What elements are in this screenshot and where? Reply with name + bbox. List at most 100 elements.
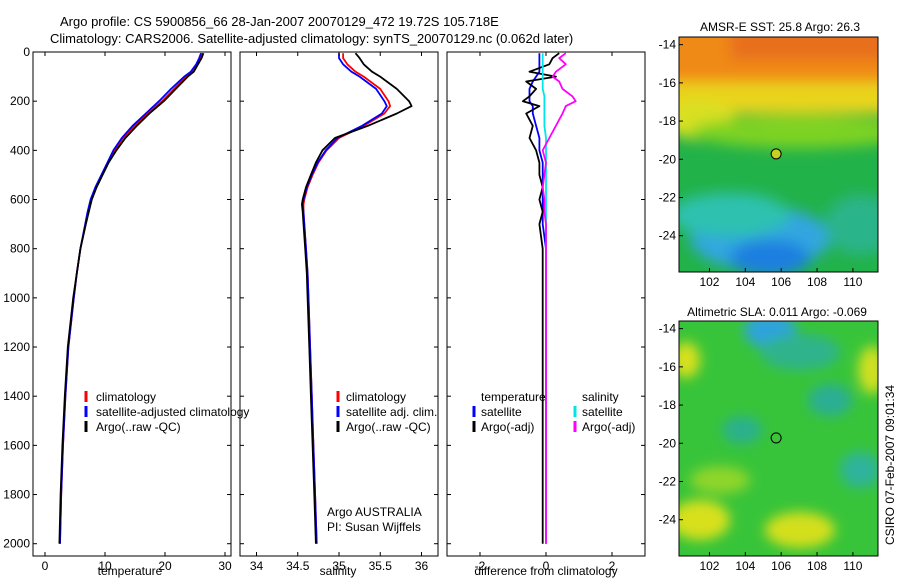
- sst-map-panel: AMSR-E SST: 25.8 Argo: 26.3 102 104 106 108…: [659, 20, 879, 289]
- map-x-tick-label: 102: [699, 559, 719, 573]
- x-tick-label: 2: [609, 559, 616, 573]
- x-tick-label: 35: [332, 559, 346, 573]
- sst-map-frame: [678, 36, 879, 273]
- legend-label-satellite: satellite-adjusted climatology: [96, 405, 249, 419]
- x-tick-label: 34.5: [286, 559, 310, 573]
- side-label: CSIRO 07-Feb-2007 09:01:34: [883, 385, 897, 545]
- sla-map-ticks: 102 104 106 108 110 -14 -16 -18 -20 -22 -24: [659, 322, 863, 573]
- temperature-series: [58, 52, 205, 544]
- y-tick-label: 2000: [3, 537, 30, 551]
- salinity-xlabel: salinity: [320, 564, 357, 578]
- x-tick-label: 0: [42, 559, 49, 573]
- legend-label-climatology: climatology: [96, 390, 156, 404]
- sst-lightgreen-band: [690, 116, 878, 148]
- map-y-tick-label: -22: [659, 474, 677, 488]
- legend-label-climatology: climatology: [346, 390, 406, 404]
- sla-yellow-left: [679, 342, 700, 378]
- salinity-ticks: 34 34.5 35 35.5 36: [240, 51, 438, 573]
- temperature-legend: climatology satellite-adjusted climatolo…: [84, 390, 249, 434]
- legend-heading-salinity: salinity: [582, 390, 619, 404]
- sst-teal-right: [825, 195, 878, 255]
- difference-panel: -2 0 2 difference from climatology tempera…: [446, 51, 646, 578]
- title-line-2: Climatology: CARS2006. Satellite-adjuste…: [50, 31, 573, 46]
- y-tick-label: 1600: [3, 438, 30, 452]
- map-x-tick-label: 106: [771, 275, 791, 289]
- legend-label-sal-argo: Argo(-adj): [582, 420, 635, 434]
- map-y-tick-label: -18: [659, 114, 677, 128]
- map-y-tick-label: -24: [659, 229, 677, 243]
- temperature-panel: 0 10 20 30 0 200 400 600 800 1000 1200 1400 1600 1800…: [3, 45, 249, 578]
- difference-ticks: -2 0 2: [447, 51, 645, 573]
- series-line-climatology: [302, 53, 392, 544]
- map-y-tick-label: -14: [659, 322, 677, 336]
- map-x-tick-label: 110: [843, 559, 862, 573]
- sla-teal-mid: [808, 384, 852, 416]
- x-tick-label: 35.5: [369, 559, 393, 573]
- sla-map-field: [679, 321, 878, 556]
- legend-heading-temperature: temperature: [481, 390, 546, 404]
- legend-label-sal-satellite: satellite: [582, 405, 623, 419]
- sla-yellow-right: [858, 346, 878, 394]
- salinity-axes-box: [239, 51, 439, 557]
- sla-lightgreen: [690, 466, 750, 494]
- difference-series: [522, 52, 577, 544]
- map-y-tick-label: -22: [659, 190, 677, 204]
- map-y-tick-label: -16: [659, 360, 677, 374]
- series-line-argo-raw-qc-: [58, 52, 205, 544]
- legend-label-argo: Argo(..raw -QC): [96, 420, 181, 434]
- map-y-tick-label: -24: [659, 513, 677, 527]
- temperature-axes-box: [32, 51, 232, 557]
- map-x-tick-label: 104: [735, 275, 755, 289]
- y-tick-label: 200: [10, 94, 30, 108]
- salinity-legend: climatology satellite adj. clim. Argo(..…: [336, 390, 437, 434]
- y-tick-label: 0: [23, 45, 30, 59]
- y-tick-label: 400: [10, 143, 30, 157]
- x-tick-label: 36: [415, 559, 429, 573]
- x-tick-label: -2: [475, 559, 486, 573]
- sst-map-field: [679, 37, 878, 272]
- map-x-tick-label: 102: [699, 275, 719, 289]
- map-x-tick-label: 104: [735, 559, 755, 573]
- series-line-argo-raw-qc-: [300, 52, 413, 544]
- map-x-tick-label: 108: [807, 559, 827, 573]
- sst-cyan-patch: [679, 193, 790, 237]
- sla-teal-right: [840, 452, 878, 488]
- sla-teal-center: [722, 416, 762, 444]
- sst-map-ticks: 102 104 106 108 110 -14 -16 -18 -20 -22 -24: [659, 38, 863, 289]
- map-y-tick-label: -20: [659, 436, 677, 450]
- y-tick-label: 1800: [3, 488, 30, 502]
- sst-blue-core: [730, 240, 810, 272]
- x-tick-label: 0: [543, 559, 550, 573]
- y-tick-label: 1000: [3, 291, 30, 305]
- temperature-xlabel: temperature: [98, 564, 163, 578]
- x-tick-label: 10: [98, 559, 112, 573]
- sla-map-frame: [678, 320, 879, 557]
- y-tick-label: 800: [10, 242, 30, 256]
- temperature-ticks: 0 10 20 30 0 200 400 600 800 1000 1200 1400 1600 1800…: [3, 45, 232, 573]
- map-x-tick-label: 110: [843, 275, 862, 289]
- x-tick-label: 34: [250, 559, 264, 573]
- series-line-salinity-argo-adj-: [541, 52, 577, 544]
- sla-map-title: Altimetric SLA: 0.011 Argo: -0.069: [687, 305, 867, 319]
- legend-label-temp-argo: Argo(-adj): [481, 420, 534, 434]
- legend-label-temp-satellite: satellite: [481, 405, 522, 419]
- series-line-satellite-adjusted-climatology: [59, 52, 202, 544]
- map-y-tick-label: -18: [659, 398, 677, 412]
- y-tick-label: 1200: [3, 340, 30, 354]
- sst-argo-marker: [770, 148, 782, 160]
- legend-label-argo: Argo(..raw -QC): [346, 420, 431, 434]
- map-x-tick-label: 106: [771, 559, 791, 573]
- sla-argo-marker: [770, 432, 782, 444]
- sst-orange-core: [730, 37, 878, 60]
- sla-map-panel: Altimetric SLA: 0.011 Argo: -0.069 102 10…: [659, 305, 879, 573]
- sla-yellow-bottom-right: [765, 512, 835, 548]
- annotation-pi: PI: Susan Wijffels: [327, 520, 421, 534]
- difference-legend: temperature satellite Argo(-adj) salinit…: [472, 390, 635, 434]
- sla-teal-top: [760, 334, 840, 370]
- series-line-temperature-argo-adj-: [522, 52, 560, 544]
- y-tick-label: 1400: [3, 389, 30, 403]
- title-line-1: Argo profile: CS 5900856_66 28-Jan-2007 …: [60, 14, 499, 29]
- annotation-argo-australia: Argo AUSTRALIA: [327, 505, 422, 519]
- x-tick-label: 30: [218, 559, 232, 573]
